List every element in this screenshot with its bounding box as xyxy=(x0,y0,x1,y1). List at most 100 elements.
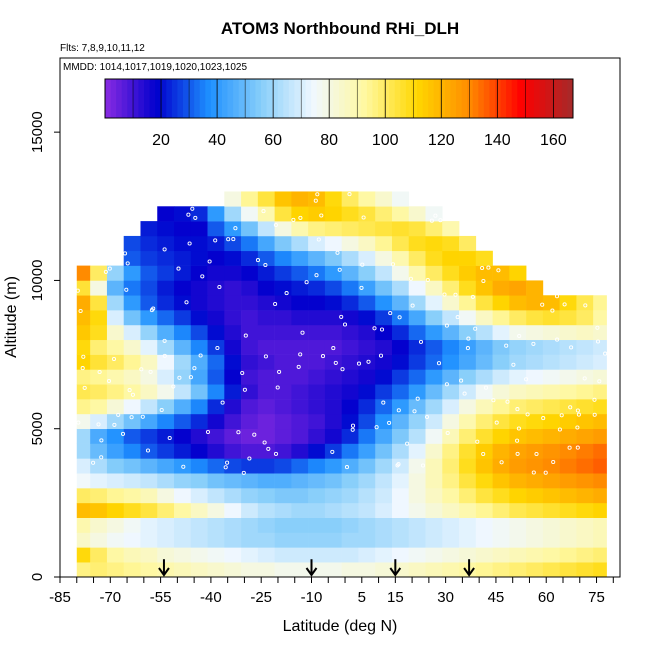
heatmap-cell xyxy=(291,265,309,281)
measurement-point xyxy=(473,326,478,331)
heatmap-cell xyxy=(90,354,108,370)
heatmap-cell xyxy=(391,339,410,355)
heatmap-cell xyxy=(559,354,577,370)
heatmap-cell xyxy=(442,221,460,237)
heatmap-cell xyxy=(475,369,493,385)
measurement-point xyxy=(220,400,225,405)
heatmap-cell xyxy=(358,428,376,444)
heatmap-cell xyxy=(76,413,91,430)
heatmap-cell xyxy=(358,547,376,563)
heatmap-cell xyxy=(190,458,208,474)
heatmap-cell xyxy=(459,443,477,459)
heatmap-cell xyxy=(492,369,510,385)
heatmap-cell xyxy=(593,517,607,533)
heatmap-cell xyxy=(257,369,275,385)
heatmap-cell xyxy=(76,532,91,548)
heatmap-cell xyxy=(358,324,376,341)
heatmap-cell xyxy=(341,428,359,444)
colorbar-segment xyxy=(344,79,351,118)
measurement-point xyxy=(190,206,195,211)
heatmap-cell xyxy=(593,295,607,311)
heatmap-cell xyxy=(190,502,208,518)
heatmap-cell xyxy=(492,310,510,326)
heatmap-cell xyxy=(408,532,426,548)
heatmap-cell xyxy=(593,324,607,341)
colorbar-segment xyxy=(149,79,156,118)
heatmap-cell xyxy=(475,502,493,518)
heatmap-cell xyxy=(308,310,326,326)
location-arrow xyxy=(463,559,475,577)
measurement-point xyxy=(304,280,309,285)
measurement-point xyxy=(595,325,600,330)
heatmap-cell xyxy=(308,206,326,222)
y-axis-label: Altitude (m) xyxy=(3,276,20,358)
measurement-point xyxy=(475,439,480,444)
heatmap-cell xyxy=(526,547,544,563)
heatmap-cell xyxy=(459,280,477,296)
heatmap-cell xyxy=(207,443,225,459)
heatmap-cell xyxy=(308,443,326,459)
heatmap-cell xyxy=(408,265,426,281)
measurement-point xyxy=(424,414,430,420)
measurement-point xyxy=(396,462,401,467)
heatmap-cell xyxy=(593,339,607,355)
heatmap-cell xyxy=(324,206,342,222)
colorbar-tick-label: 160 xyxy=(540,132,567,149)
x-tick-label: -10 xyxy=(301,589,323,606)
heatmap-cell xyxy=(375,502,393,518)
measurement-point xyxy=(361,215,366,220)
measurement-point xyxy=(75,288,80,293)
heatmap-cell xyxy=(408,221,426,237)
heatmap-cell xyxy=(442,428,460,444)
x-tick-label: 45 xyxy=(488,589,505,606)
heatmap-cell xyxy=(324,295,342,311)
measurement-point xyxy=(592,412,597,417)
measurement-point xyxy=(247,456,252,461)
colorbar-tick-label: 80 xyxy=(320,132,338,149)
heatmap-cell xyxy=(425,265,443,281)
heatmap-cell xyxy=(559,369,577,385)
heatmap-cell xyxy=(391,191,410,207)
heatmap-cell xyxy=(341,488,359,504)
heatmap-cell xyxy=(559,473,577,489)
measurement-point xyxy=(176,266,181,271)
measurement-point xyxy=(231,237,236,242)
heatmap-cell xyxy=(358,413,376,430)
heatmap-cell xyxy=(90,295,108,311)
heatmap-cell xyxy=(459,324,477,341)
heatmap-cell xyxy=(408,562,426,577)
measurement-point xyxy=(275,385,280,390)
heatmap-cell xyxy=(123,532,141,548)
colorbar: 20 40 60 80 100 120 140 160 xyxy=(104,78,574,149)
heatmap-cell xyxy=(224,295,242,311)
colorbar-segment xyxy=(511,79,518,118)
measurement-point xyxy=(372,326,377,331)
heatmap-cell xyxy=(425,428,443,444)
heatmap-cell xyxy=(442,532,460,548)
heatmap-cell xyxy=(358,473,376,489)
measurement-point xyxy=(242,387,247,392)
measurement-point xyxy=(233,226,238,231)
heatmap-cell xyxy=(76,354,91,370)
measurement-point xyxy=(106,378,112,384)
x-tick-label: -70 xyxy=(99,589,121,606)
heatmap-cell xyxy=(106,502,125,518)
measurement-point xyxy=(313,198,318,203)
heatmap-cell xyxy=(140,310,158,326)
heatmap-cell xyxy=(375,562,393,577)
measurement-point xyxy=(350,423,356,428)
heatmap-cell xyxy=(358,280,376,296)
heatmap-cell xyxy=(224,502,242,518)
heatmap-cell xyxy=(442,399,460,415)
heatmap-cell xyxy=(224,324,242,341)
heatmap-cell xyxy=(257,517,275,533)
heatmap-cell xyxy=(341,191,359,207)
heatmap-cell xyxy=(123,235,141,252)
heatmap-cell xyxy=(341,517,359,533)
measurement-point xyxy=(550,308,555,313)
heatmap-cell xyxy=(509,488,527,504)
heatmap-cell xyxy=(190,339,208,355)
heatmap-cell xyxy=(174,310,192,326)
heatmap-cell xyxy=(391,221,410,237)
colorbar-segment xyxy=(110,79,117,118)
